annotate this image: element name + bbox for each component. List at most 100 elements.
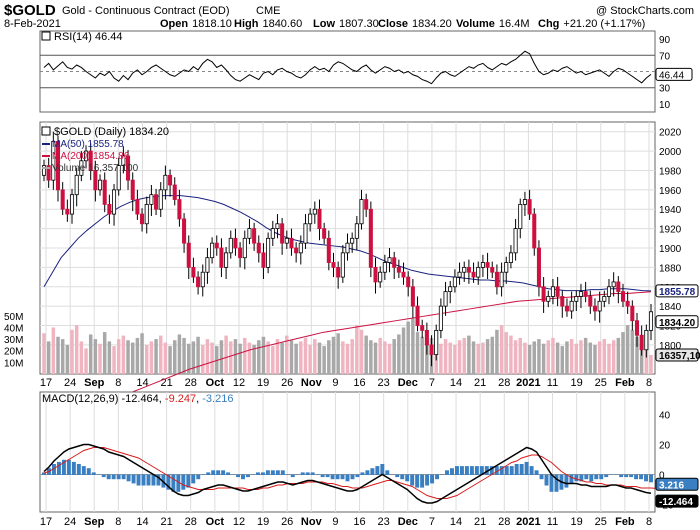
macd-histogram-bar — [380, 464, 385, 475]
macd-histogram-bar — [624, 474, 629, 478]
candle-body — [135, 199, 140, 215]
macd-histogram-bar — [644, 474, 648, 482]
volume-bar — [518, 337, 522, 374]
candle-body — [275, 223, 280, 230]
candle-body — [420, 325, 425, 331]
volume-bar — [51, 327, 56, 374]
volume-bar — [247, 342, 252, 374]
volume-bar — [397, 334, 401, 374]
volume-bar — [243, 337, 247, 374]
volume-bar — [121, 335, 126, 374]
candle-body — [252, 228, 257, 244]
macd-histogram-bar — [66, 459, 71, 475]
macd-histogram-bar — [300, 472, 305, 475]
macd-histogram-bar — [589, 474, 594, 482]
volume-bar — [271, 346, 275, 374]
candle-body — [555, 286, 560, 297]
instrument-name: Gold - Continuous Contract (EOD) — [62, 5, 230, 17]
bottom-date-tick-label: 28 — [498, 516, 510, 528]
volume-tick-label: 10M — [4, 358, 23, 369]
volume-bar — [93, 339, 98, 374]
candle-body — [177, 199, 182, 220]
candle-body — [60, 189, 65, 210]
macd-histogram-bar — [484, 466, 489, 475]
date-tick-label: 19 — [257, 377, 269, 389]
rsi-line — [43, 50, 652, 85]
macd-signal-line — [43, 447, 657, 499]
volume-bar — [401, 327, 406, 374]
price-legend-swatch — [41, 126, 51, 136]
macd-histogram-bar — [649, 474, 653, 483]
low-value: 1807.30 — [339, 18, 379, 30]
macd-histogram-bar — [241, 474, 245, 480]
macd-histogram-bar — [445, 470, 449, 475]
candle-body — [452, 276, 457, 288]
volume-bar — [513, 340, 518, 374]
candle-body — [443, 291, 448, 307]
macd-histogram-bar — [499, 466, 504, 475]
macd-histogram-bar — [285, 474, 290, 475]
volume-bar — [154, 339, 158, 374]
volume-bar — [163, 342, 168, 374]
macd-histogram-bar — [604, 474, 609, 478]
volume-bar — [173, 340, 177, 374]
macd-histogram-bar — [544, 474, 549, 486]
candle-body — [457, 271, 462, 278]
candle-body — [513, 228, 518, 254]
candle-body — [200, 271, 205, 288]
macd-histogram-bar — [629, 474, 634, 478]
macd-histogram-bar — [405, 474, 410, 482]
candle-body — [233, 237, 238, 249]
candle-body — [112, 189, 117, 215]
macd-histogram-bar — [151, 474, 156, 486]
volume-bar — [644, 348, 649, 374]
date-tick-label: 17 — [40, 377, 52, 389]
date-tick-label: 21 — [474, 377, 486, 389]
volume-bar — [602, 339, 607, 374]
macd-histogram-bar — [619, 474, 624, 478]
macd-histogram-bar — [584, 474, 589, 480]
macd-histogram-bar — [265, 470, 270, 475]
candle-body — [424, 329, 429, 346]
volume-bar — [588, 342, 593, 374]
volume-bar — [191, 341, 196, 374]
candle-body — [121, 155, 126, 167]
macd-histogram-bar — [181, 474, 186, 490]
low-quote: Low 1807.30 — [313, 18, 379, 30]
volume-bar — [453, 344, 457, 374]
candle-body — [410, 286, 415, 307]
bottom-date-tick-label: 19 — [257, 516, 269, 528]
bottom-date-tick-label: 24 — [64, 516, 76, 528]
macd-histogram-bar — [96, 474, 101, 475]
volume-bar — [569, 339, 574, 374]
candle-body — [494, 271, 499, 288]
volume-bar — [60, 339, 65, 374]
candle-body — [583, 291, 588, 297]
macd-histogram-bar — [275, 470, 280, 475]
volume-bar — [303, 337, 308, 374]
macd-histogram-bar — [370, 468, 375, 475]
candle-body — [438, 305, 443, 331]
macd-histogram-bar — [489, 466, 494, 475]
volume-bar — [373, 342, 378, 374]
volume-bar — [383, 341, 387, 374]
macd-histogram-bar — [255, 472, 260, 475]
rsi-value-box — [655, 67, 693, 81]
volume-bar — [490, 336, 494, 374]
price-tick-label: 1920 — [659, 225, 682, 236]
volume-bar — [439, 343, 443, 374]
volume-bar — [593, 344, 597, 374]
date-tick-label: Sep — [84, 377, 104, 389]
volume-bar — [336, 333, 340, 374]
macd-histogram-bar — [196, 474, 201, 480]
volume-bar — [369, 340, 373, 374]
candle-body — [158, 189, 163, 210]
volume-bar — [509, 335, 513, 374]
candle-body — [485, 262, 490, 268]
volume-bar — [579, 340, 583, 374]
volume-bar — [135, 337, 140, 374]
volume-bar — [523, 342, 527, 374]
volume-bar — [116, 339, 121, 374]
candle-body — [648, 311, 654, 331]
